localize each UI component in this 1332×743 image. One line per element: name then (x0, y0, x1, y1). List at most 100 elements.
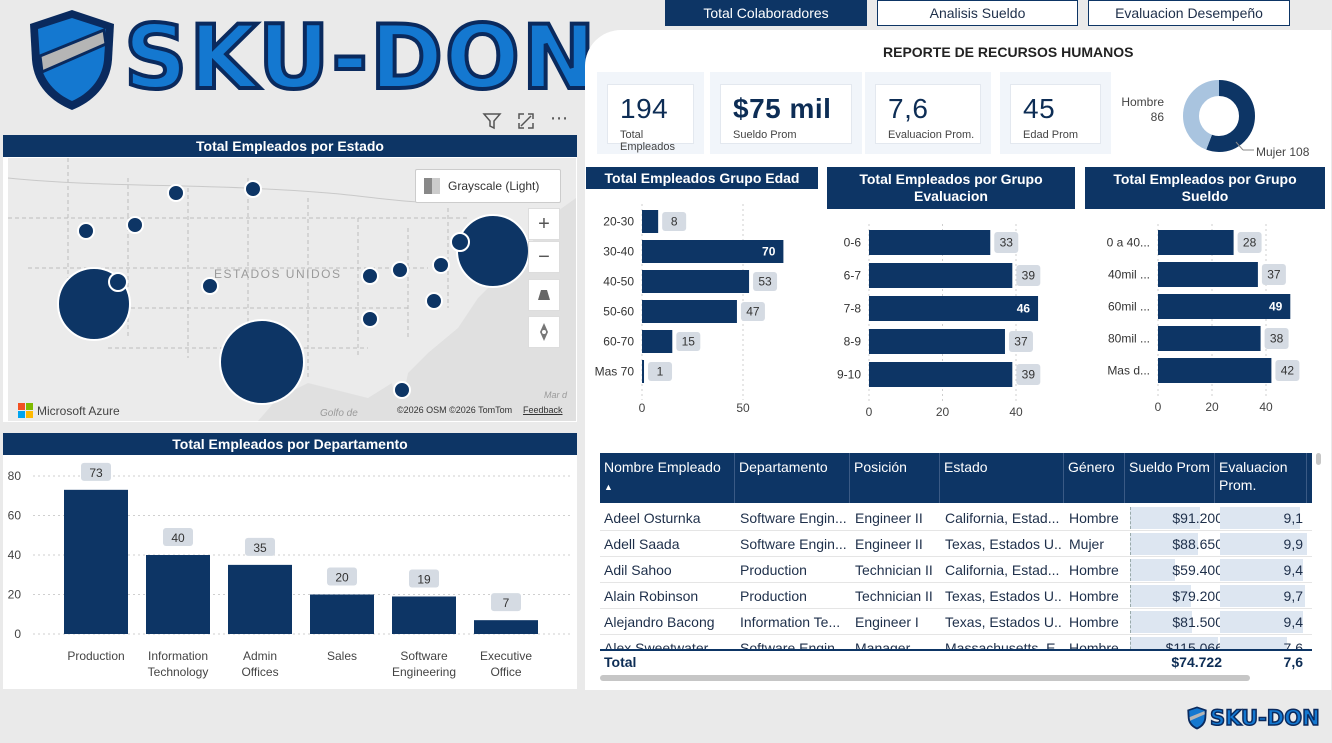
table-header: Nombre Empleado ▲ Departamento Posición E… (600, 453, 1312, 503)
y-category-label: 40mil ... (1108, 268, 1150, 282)
table-cell-eval: 9,7 (1283, 588, 1303, 604)
table-vertical-scrollbar[interactable] (1316, 453, 1321, 465)
data-label: 49 (1269, 300, 1283, 314)
hbar (869, 329, 1005, 354)
x-category-label: Technology (148, 665, 209, 679)
data-label: 20 (335, 571, 349, 585)
map-copyright: ©2026 OSM ©2026 TomTom (397, 405, 513, 415)
col-departamento[interactable]: Departamento (735, 453, 850, 503)
map-bubble (126, 216, 144, 234)
kpi-label: Sueldo Prom (733, 129, 797, 141)
tab-total-colaboradores[interactable]: Total Colaboradores (665, 0, 867, 26)
table-cell-eval: 9,4 (1283, 614, 1303, 630)
tab-evaluacion-desempeno[interactable]: Evaluacion Desempeño (1088, 0, 1290, 26)
tab-analisis-sueldo[interactable]: Analisis Sueldo (877, 0, 1078, 26)
table-cell: Texas, Estados U... (945, 588, 1063, 604)
table-cell: Alex Sweetwater (604, 640, 709, 649)
data-label: 8 (671, 215, 678, 229)
sueldo-databar (1130, 611, 1192, 633)
data-label-bg (409, 569, 439, 588)
focus-mode-icon[interactable] (516, 111, 538, 131)
zoom-in-button[interactable]: + (528, 208, 560, 240)
table-row[interactable]: Alejandro Bacong Information Te... Enginee… (600, 609, 1312, 635)
data-label: 28 (1243, 236, 1257, 250)
y-tick-label: 80 (8, 469, 22, 483)
table-cell: Mujer (1069, 536, 1105, 552)
data-label-bg (662, 212, 687, 231)
data-label: 1 (657, 365, 664, 379)
map-gulf-label: Golfo de (320, 408, 358, 419)
map-bubble (167, 184, 185, 202)
data-label: 39 (1022, 269, 1036, 283)
y-category-label: 60mil ... (1108, 300, 1150, 314)
sueldo-databar (1130, 637, 1218, 649)
filter-icon[interactable] (482, 111, 504, 131)
table-cell: Software Engin... (740, 536, 847, 552)
data-label-bg (1237, 232, 1262, 253)
more-options-icon[interactable]: ⋯ (550, 108, 568, 128)
x-tick-label: 50 (736, 401, 750, 415)
data-label-bg (163, 528, 193, 546)
sueldo-databar (1130, 533, 1198, 555)
table-row[interactable]: Adeel Osturnka Software Engin... Engineer … (600, 505, 1312, 531)
col-genero[interactable]: Género (1064, 453, 1125, 503)
eval-databar (1220, 637, 1287, 649)
map-title: Total Empleados por Estado (3, 135, 577, 157)
dept-chart-title: Total Empleados por Departamento (3, 433, 577, 455)
hbar (869, 230, 991, 255)
x-category-label: Sales (327, 649, 357, 663)
col-estado[interactable]: Estado (940, 453, 1064, 503)
eval-databar (1220, 559, 1303, 581)
employee-table[interactable]: Nombre Empleado ▲ Departamento Posición E… (600, 453, 1312, 678)
zoom-out-button[interactable]: − (528, 241, 560, 273)
data-label-bg (740, 302, 765, 321)
table-cell-eval: 9,4 (1283, 562, 1303, 578)
tilt-icon[interactable] (528, 279, 560, 311)
dept-bar (310, 594, 374, 634)
footer-logo: SKU-DON (1186, 705, 1320, 731)
x-tick-label: 40 (1009, 405, 1023, 419)
y-tick-label: 60 (8, 509, 22, 523)
table-horizontal-scrollbar[interactable] (600, 675, 1250, 681)
kpi-value: 194 (620, 93, 669, 124)
hbar (642, 300, 737, 323)
map-feedback-link[interactable]: Feedback (523, 405, 563, 415)
dept-bar (474, 620, 538, 634)
data-label: 15 (682, 335, 696, 349)
table-body: Adeel Osturnka Software Engin... Engineer … (600, 505, 1312, 649)
table-row[interactable]: Alain Robinson Production Technician II Tex… (600, 583, 1312, 609)
table-cell: Adil Sahoo (604, 562, 672, 578)
y-tick-label: 0 (14, 627, 21, 641)
total-eval: 7,6 (1283, 654, 1303, 670)
table-cell: California, Estad... (945, 510, 1060, 526)
data-label: 53 (758, 275, 772, 289)
map-bubble (361, 267, 379, 285)
data-label: 19 (417, 572, 431, 586)
col-nombre-empleado[interactable]: Nombre Empleado ▲ (600, 453, 735, 503)
compass-icon[interactable] (528, 316, 560, 348)
col-evaluacion-prom[interactable]: Evaluacion Prom. (1215, 453, 1307, 503)
data-label: 7 (503, 596, 510, 610)
table-row[interactable]: Alex Sweetwater Software Engin... Manager M… (600, 635, 1312, 649)
table-row[interactable]: Adil Sahoo Production Technician II Califor… (600, 557, 1312, 583)
map-bubble (393, 381, 411, 399)
microsoft-logo-icon (18, 403, 33, 418)
table-cell: Software Engin... (740, 640, 847, 649)
table-cell: Technician II (855, 562, 933, 578)
eval-databar (1220, 507, 1300, 529)
col-posicion[interactable]: Posición (850, 453, 940, 503)
data-label-bg (491, 593, 521, 612)
eval-databar (1220, 611, 1303, 633)
map-style-selector[interactable]: Grayscale (Light) (415, 169, 561, 203)
eval-databar (1220, 533, 1307, 555)
salary-chart-title: Total Empleados por Grupo Sueldo (1085, 167, 1325, 209)
col-sueldo-prom[interactable]: Sueldo Prom (1125, 453, 1215, 503)
x-category-label: Production (67, 649, 124, 663)
eval-databar (1220, 585, 1305, 607)
sueldo-databar (1130, 559, 1175, 581)
shield-logo-icon (26, 8, 118, 112)
data-label: 47 (746, 305, 760, 319)
table-row[interactable]: Adell Saada Software Engin... Engineer II T… (600, 531, 1312, 557)
map-bubble (108, 272, 128, 292)
table-cell: Engineer II (855, 536, 923, 552)
